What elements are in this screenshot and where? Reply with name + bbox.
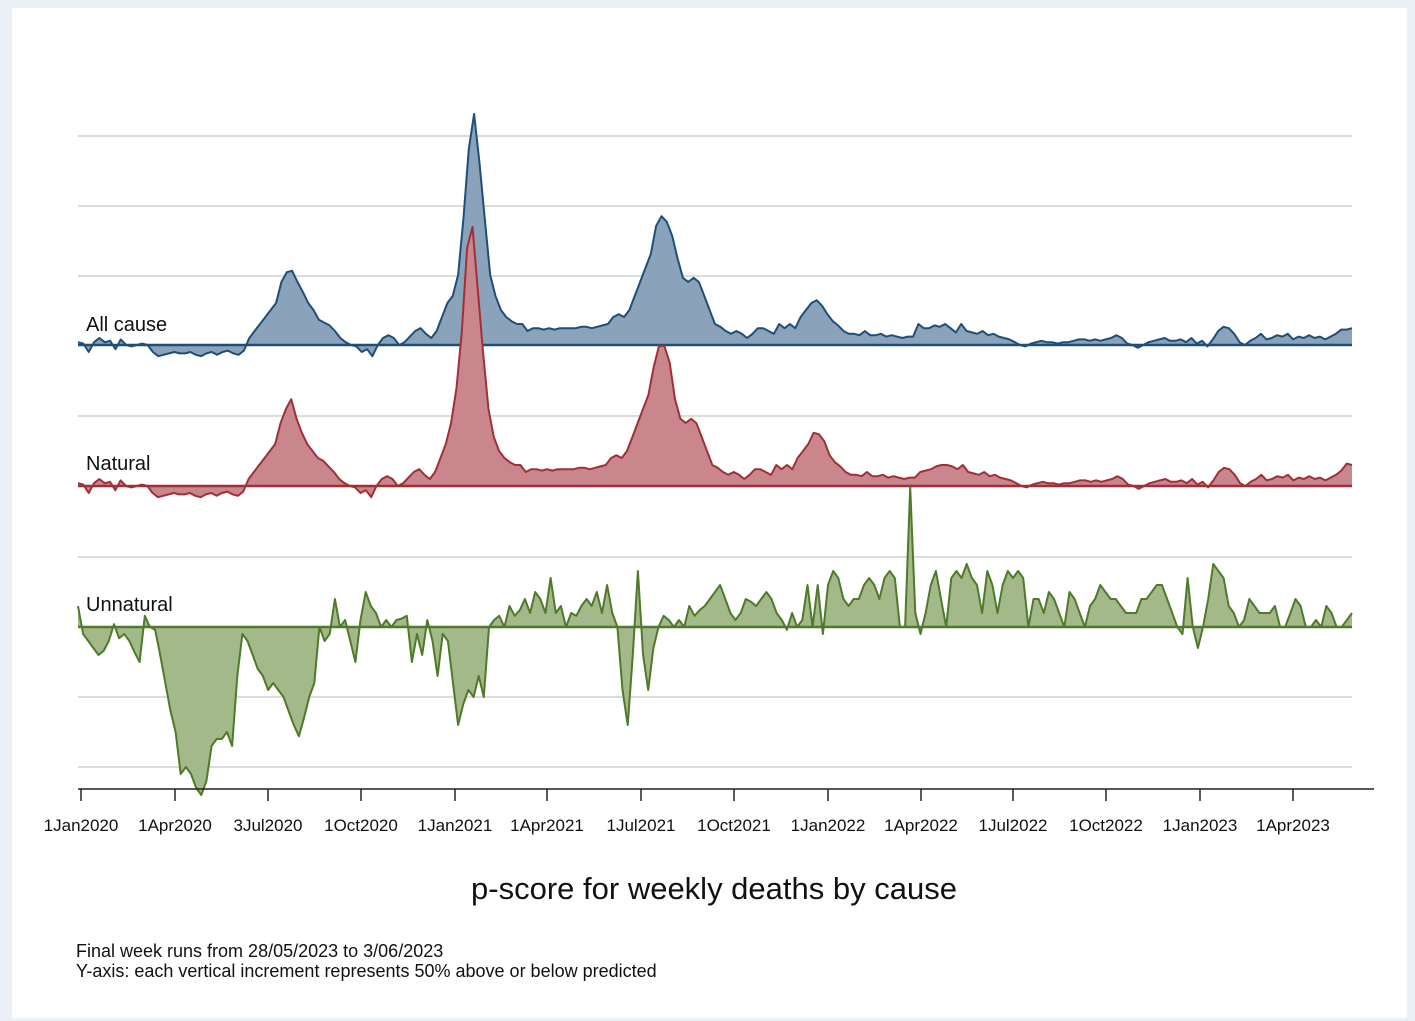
chart-area: 1Jan2020 1Apr2020 3Jul2020 1Oct2020 1Jan2021… <box>44 43 1374 906</box>
x-tick-label: 1Apr2022 <box>884 816 958 835</box>
chart-frame: 1Jan2020 1Apr2020 3Jul2020 1Oct2020 1Jan2021… <box>12 8 1407 1018</box>
series-label-all-cause: All cause <box>86 314 167 336</box>
x-tick-label: 1Jan2022 <box>791 816 866 835</box>
x-tick-label: 1Oct2020 <box>324 816 398 835</box>
series-area-2 <box>78 487 1352 795</box>
x-tick-label: 1Apr2023 <box>1256 816 1330 835</box>
x-axis-title: p-score for weekly deaths by cause <box>471 871 957 906</box>
x-tick-label: 1Jan2023 <box>1163 816 1238 835</box>
series-label-unnatural: Unnatural <box>86 594 173 616</box>
series-area-1 <box>78 227 1352 498</box>
series-line-1 <box>77 226 1353 499</box>
x-tick-label: 1Jul2021 <box>606 816 675 835</box>
x-tick-label: 1Apr2021 <box>510 816 584 835</box>
x-tick-label: 3Jul2020 <box>233 816 302 835</box>
x-tick-label: 1Oct2022 <box>1069 816 1143 835</box>
x-tick-label: 1Jan2020 <box>44 816 119 835</box>
x-tick-label: 1Jul2022 <box>978 816 1047 835</box>
series-area-0 <box>78 114 1352 357</box>
x-tick-label: 1Jan2021 <box>418 816 493 835</box>
x-tick-label: 1Apr2020 <box>138 816 212 835</box>
series-line-0 <box>77 113 1353 358</box>
series-line-2 <box>77 486 1353 796</box>
note-final-week: Final week runs from 28/05/2023 to 3/06/… <box>76 941 444 961</box>
series-label-natural: Natural <box>86 453 150 475</box>
note-y-axis: Y-axis: each vertical increment represen… <box>76 961 657 981</box>
x-tick-label: 1Oct2021 <box>697 816 771 835</box>
